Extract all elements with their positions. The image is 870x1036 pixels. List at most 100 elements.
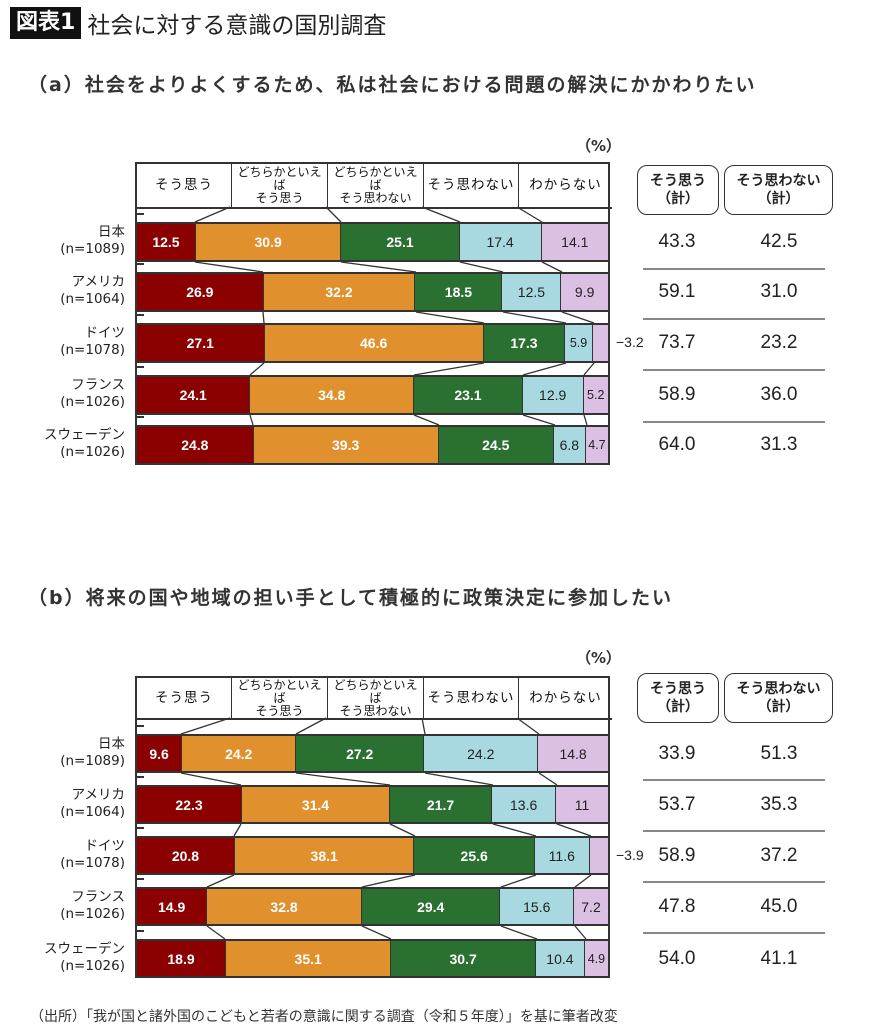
outside-value-label: −3.2: [616, 334, 644, 350]
bar-segment-strongly-agree: 22.3: [137, 787, 243, 822]
sample-size: (n=1089): [60, 241, 125, 257]
figure-title: 図表1 社会に対する意識の国別調査: [10, 6, 386, 40]
country-name: 日本: [98, 736, 125, 752]
bar-segment-somewhat-disagree: 30.7: [391, 941, 536, 976]
summary-header-line1: そう思わない: [736, 173, 821, 189]
axis-tick: [137, 725, 144, 727]
bar-segment-somewhat-agree: 30.9: [195, 224, 342, 260]
stacked-bar: 24.8 39.3 24.5 6.8 4.7: [135, 425, 610, 465]
summary-divider: [643, 318, 825, 320]
legend-header-2: どちらかといえば そう思う: [232, 678, 328, 720]
bar-segment-dont-know: 9.9: [561, 274, 608, 310]
sample-size: (n=1078): [60, 855, 125, 871]
agree-total-value: 58.9: [658, 844, 696, 866]
bar-segment-dont-know: 14.8: [538, 736, 608, 771]
row-label: ドイツ (n=1078): [5, 838, 125, 872]
disagree-total-value: 41.1: [760, 947, 798, 969]
agree-total-value: 54.0: [658, 947, 696, 969]
bar-segment-dont-know: [589, 838, 608, 873]
disagree-total-value: 31.0: [760, 281, 798, 302]
bar-segment-strongly-agree: 20.8: [137, 838, 235, 873]
sample-size: (n=1026): [60, 444, 125, 460]
agree-total-value: 59.1: [658, 281, 696, 302]
sample-size: (n=1064): [60, 291, 125, 307]
legend-label-line2: そう思う: [255, 191, 304, 205]
row-label: スウェーデン (n=1026): [5, 427, 125, 461]
summary-header-line2: （計）: [657, 699, 699, 715]
stacked-bar: 18.9 35.1 30.7 10.4 4.9: [135, 939, 610, 978]
bar-segment-dont-know: 7.2: [574, 889, 608, 924]
country-name: フランス: [71, 889, 125, 905]
agree-total-value: 64.0: [658, 434, 696, 455]
disagree-total-value: 36.0: [760, 384, 798, 405]
summary-header-agree: そう思う （計）: [637, 673, 719, 723]
bar-segment-strongly-agree: 14.9: [137, 889, 208, 924]
summary-divider: [643, 779, 825, 781]
bar-segment-somewhat-disagree: 29.4: [361, 889, 501, 924]
summary-header-line2: （計）: [757, 191, 800, 207]
summary-header-line2: （計）: [657, 191, 699, 207]
disagree-total-value: 23.2: [760, 332, 798, 353]
bar-segment-strongly-agree: 18.9: [137, 941, 227, 976]
bar-segment-strongly-agree: 24.8: [137, 427, 254, 463]
bar-segment-disagree: 12.5: [502, 274, 562, 310]
bar-segment-disagree: 15.6: [500, 889, 575, 924]
legend-label-line2: そう思わない: [339, 703, 412, 718]
axis-tick: [137, 776, 144, 778]
bar-segment-somewhat-agree: 34.8: [250, 377, 415, 413]
disagree-total-value: 37.2: [760, 844, 798, 866]
country-name: フランス: [71, 377, 125, 393]
bar-segment-disagree: 6.8: [553, 427, 586, 463]
axis-tick: [137, 213, 144, 215]
bar-segment-somewhat-agree: 32.2: [263, 274, 416, 310]
bar-segment-disagree: 10.4: [535, 941, 585, 976]
bar-segment-somewhat-agree: 31.4: [242, 787, 390, 822]
panel-a-title: （a）社会をよりよくするため、私は社会における問題の解決にかかわりたい: [28, 74, 757, 96]
sample-size: (n=1064): [60, 804, 125, 820]
stacked-bar: 27.1 46.6 17.3 5.9: [135, 323, 610, 363]
country-name: アメリカ: [71, 274, 125, 290]
agree-total-value: 73.7: [658, 332, 696, 353]
legend-label-line2: そう思う: [255, 703, 304, 718]
stacked-bar: 24.1 34.8 23.1 12.9 5.2: [135, 375, 610, 415]
row-label: 日本 (n=1089): [5, 736, 125, 770]
legend-header-2: どちらかといえば そう思う: [232, 164, 328, 209]
bar-segment-somewhat-disagree: 24.5: [438, 427, 554, 463]
legend-label-line1: どちらかといえば: [333, 677, 418, 705]
bar-segment-strongly-agree: 24.1: [137, 377, 251, 413]
legend-label-line1: わからない: [529, 177, 602, 193]
agree-total-value: 47.8: [658, 895, 696, 917]
sample-size: (n=1026): [60, 906, 125, 922]
bar-segment-somewhat-disagree: 27.2: [296, 736, 425, 771]
legend-header-5: わからない: [519, 164, 612, 209]
legend-header-3: どちらかといえば そう思わない: [328, 678, 424, 720]
legend-header-4: そう思わない: [424, 164, 519, 209]
row-label: フランス (n=1026): [5, 377, 125, 411]
disagree-total-value: 35.3: [760, 793, 798, 815]
country-name: ドイツ: [84, 838, 126, 854]
legend-label-line1: どちらかといえば: [333, 165, 418, 192]
legend-header-4: そう思わない: [424, 678, 519, 720]
sample-size: (n=1026): [60, 958, 125, 974]
summary-divider: [643, 421, 825, 423]
stacked-bar: 20.8 38.1 25.6 11.6: [135, 836, 610, 875]
country-name: アメリカ: [71, 787, 125, 803]
agree-total-value: 43.3: [658, 231, 696, 252]
summary-divider: [643, 268, 825, 270]
sample-size: (n=1026): [60, 394, 125, 410]
bar-segment-somewhat-disagree: 25.1: [341, 224, 460, 260]
summary-header-line1: そう思う: [650, 173, 706, 189]
axis-tick: [137, 878, 144, 880]
bar-segment-somewhat-disagree: 25.6: [414, 838, 535, 873]
bar-segment-somewhat-agree: 35.1: [226, 941, 392, 976]
chart-frame: そう思う どちらかといえば そう思う どちらかといえば そう思わない そう思わない わからな…: [135, 676, 612, 978]
stacked-bar: 14.9 32.8 29.4 15.6 7.2: [135, 887, 610, 926]
bar-segment-dont-know: 11: [556, 787, 608, 822]
legend-label-line1: どちらかといえば: [237, 677, 322, 705]
bar-segment-somewhat-disagree: 18.5: [415, 274, 503, 310]
bar-segment-disagree: 24.2: [424, 736, 539, 771]
legend-label-line1: そう思わない: [427, 689, 515, 706]
summary-divider: [643, 830, 825, 832]
legend-label-line1: そう思わない: [427, 177, 515, 193]
row-label: アメリカ (n=1064): [5, 787, 125, 821]
